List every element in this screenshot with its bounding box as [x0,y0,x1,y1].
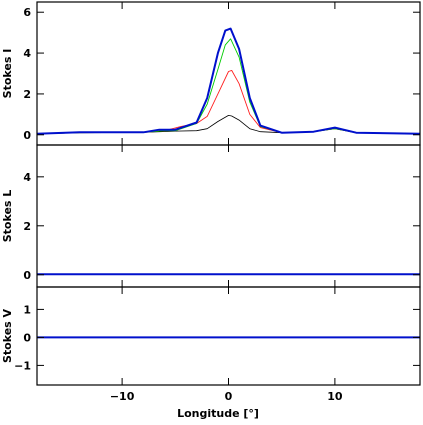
panel-2: 0 2 4 Stokes L [1,144,421,288]
panel-frame [36,1,421,146]
series-line-1-4 [36,27,421,135]
y-tick-label: 1 [23,303,31,316]
y-tick-label: 2 [23,220,31,233]
x-tick-label: 10 [327,390,343,403]
y-axis-title: Stokes V [1,308,14,363]
y-tick-label: 0 [23,269,31,282]
y-axis-title: Stokes I [1,49,14,99]
panel-1: 0 2 4 6 Stokes I [1,1,421,146]
x-axis-title: Longitude [°] [177,407,259,420]
series-line-1-2 [36,69,421,135]
series-line-1-3 [36,38,421,135]
y-axis-title: Stokes L [1,190,14,243]
y-tick-label: 0 [23,129,31,142]
x-tick-label: −10 [110,390,135,403]
y-tick-label: 0 [23,331,31,344]
y-tick-label: 4 [23,47,31,60]
series-line-1-1 [36,115,421,135]
x-tick-label: 0 [225,390,233,403]
y-tick-label: 2 [23,88,31,101]
panel-3: −1 0 1 Stokes V [1,286,421,386]
y-tick-label: 6 [23,6,31,19]
y-tick-label: −1 [14,359,31,372]
panel-frame [36,144,421,288]
y-tick-label: 4 [23,171,31,184]
panel-frame [36,286,421,386]
